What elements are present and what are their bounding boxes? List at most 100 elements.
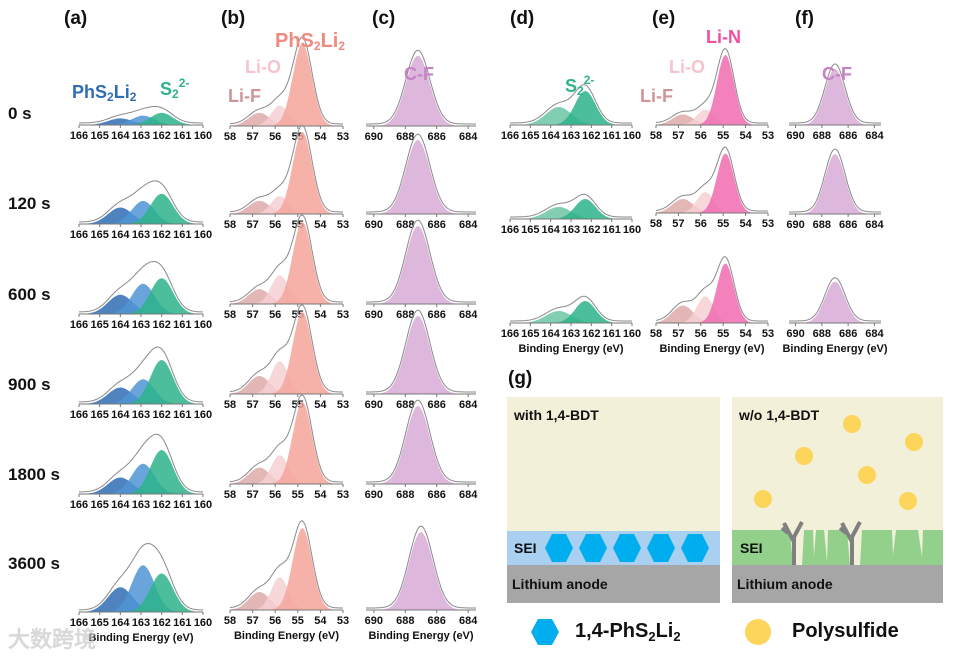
x-tick-label: 164 — [541, 328, 560, 340]
x-tick-label: 690 — [365, 131, 383, 143]
x-tick-label: 684 — [459, 131, 478, 143]
without-bdt-title: w/o 1,4-BDT — [739, 407, 820, 423]
x-tick-label: 162 — [152, 229, 170, 241]
x-tick-label: 688 — [813, 328, 831, 340]
peak-label-b-lio: Li-O — [245, 57, 281, 77]
peak-component — [79, 112, 203, 125]
x-tick-label: 160 — [194, 229, 212, 241]
x-tick-label: 162 — [152, 319, 170, 331]
x-tick-label: 684 — [459, 489, 478, 501]
x-tick-label: 686 — [428, 615, 446, 627]
x-tick-label: 165 — [521, 328, 539, 340]
x-tick-label: 164 — [111, 229, 130, 241]
x-tick-label: 160 — [194, 319, 212, 331]
x-tick-label: 165 — [90, 499, 108, 511]
envelope-line — [510, 295, 632, 322]
x-tick-label: 166 — [501, 224, 519, 236]
x-tick-label: 53 — [337, 309, 349, 321]
peak-component — [656, 55, 768, 125]
x-tick-label: 684 — [459, 219, 478, 231]
sei-cracks-and-polysulfides — [754, 415, 923, 566]
x-tick-label: 55 — [717, 130, 729, 142]
x-tick-label: 690 — [365, 399, 383, 411]
envelope-line — [229, 214, 343, 303]
x-tick-label: 160 — [194, 617, 212, 629]
x-tick-label: 161 — [173, 499, 191, 511]
x-tick-label: 56 — [695, 328, 707, 340]
x-tick-label: 161 — [173, 617, 191, 629]
peak-component — [366, 139, 476, 214]
peak-component — [789, 154, 881, 214]
x-tick-label: 55 — [292, 615, 304, 627]
phs2li2-hexagon-icon — [613, 534, 641, 562]
row-label-120s: 120 s — [8, 194, 51, 213]
envelope-line — [789, 63, 881, 124]
envelope-line — [789, 148, 881, 213]
peak-component — [230, 132, 343, 214]
x-tick-label: 688 — [813, 130, 831, 142]
peak-label-c-cf: C-F — [404, 64, 434, 84]
peak-component — [656, 263, 768, 323]
peak-component — [366, 532, 476, 610]
x-tick-label: 53 — [762, 218, 774, 230]
panel-label-a: (a) — [64, 8, 88, 29]
x-tick-label: 688 — [396, 131, 414, 143]
x-tick-label: 690 — [786, 328, 804, 340]
x-tick-label: 686 — [839, 328, 857, 340]
peak-component — [79, 200, 203, 224]
envelope-line — [655, 256, 768, 322]
x-tick-label: 163 — [132, 130, 150, 142]
envelope-line — [366, 309, 476, 393]
x-tick-label: 53 — [337, 219, 349, 231]
x-tick-label: 56 — [695, 218, 707, 230]
x-tick-label: 53 — [337, 615, 349, 627]
x-tick-label: 57 — [246, 489, 258, 501]
x-tick-label: 164 — [111, 319, 130, 331]
peak-label-e-lio: Li-O — [669, 57, 705, 77]
x-tick-label: 164 — [111, 130, 130, 142]
x-tick-label: 57 — [246, 131, 258, 143]
x-tick-label: 688 — [396, 489, 414, 501]
x-tick-label: 165 — [90, 130, 108, 142]
peak-component — [366, 226, 476, 304]
x-tick-label: 165 — [90, 229, 108, 241]
x-tick-label: 164 — [111, 617, 130, 629]
peak-component — [79, 207, 203, 224]
polysulfide-icon — [899, 492, 917, 510]
peak-component — [230, 44, 343, 126]
peak-component — [230, 200, 343, 214]
x-axis-title: Binding Energy (eV) — [518, 343, 623, 355]
peak-label-f-cf: C-F — [822, 64, 852, 84]
x-tick-label: 686 — [428, 489, 446, 501]
x-tick-label: 53 — [337, 131, 349, 143]
envelope-line — [366, 49, 476, 125]
legend-polysulfide: Polysulfide — [792, 620, 899, 642]
envelope-line — [229, 36, 343, 125]
envelope-line — [79, 180, 204, 223]
x-tick-label: 165 — [90, 617, 108, 629]
x-tick-label: 684 — [865, 328, 884, 340]
x-tick-label: 54 — [314, 615, 327, 627]
x-tick-label: 56 — [269, 219, 281, 231]
polysulfide-icon — [905, 433, 923, 451]
x-tick-label: 55 — [717, 218, 729, 230]
x-tick-label: 690 — [786, 219, 804, 231]
x-tick-label: 161 — [602, 130, 620, 142]
envelope-line — [366, 399, 476, 483]
x-tick-label: 54 — [314, 219, 327, 231]
peak-component — [789, 281, 881, 323]
peak-component — [366, 55, 476, 126]
x-tick-label: 688 — [396, 309, 414, 321]
sei-crack — [824, 530, 828, 562]
hexagon-legend-icon — [531, 619, 559, 645]
x-tick-label: 58 — [224, 131, 236, 143]
envelope-line — [79, 433, 203, 493]
peak-label-e-lin: Li-N — [706, 27, 741, 47]
sei-label-without: SEI — [740, 540, 763, 556]
x-tick-label: 55 — [717, 328, 729, 340]
peak-component — [79, 193, 203, 224]
peak-component — [79, 115, 203, 125]
x-tick-label: 165 — [90, 409, 108, 421]
x-tick-label: 54 — [314, 489, 327, 501]
x-axis-title: Binding Energy (eV) — [368, 630, 473, 642]
